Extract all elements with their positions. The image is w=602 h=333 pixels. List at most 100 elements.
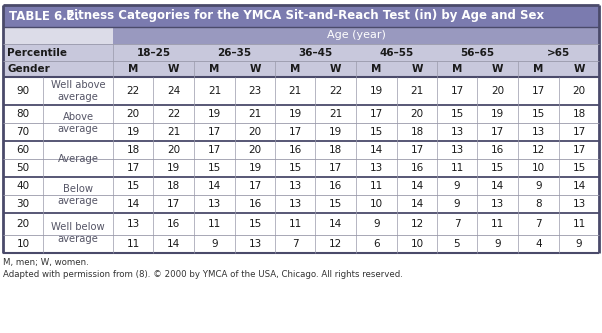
- Text: 9: 9: [494, 239, 501, 249]
- Text: 13: 13: [288, 199, 302, 209]
- Bar: [3, 77, 599, 105]
- Text: 22: 22: [126, 86, 140, 96]
- Text: M: M: [371, 64, 382, 74]
- Text: W: W: [330, 64, 341, 74]
- Text: 17: 17: [208, 145, 221, 155]
- Text: 15: 15: [491, 163, 504, 173]
- Text: 20: 20: [126, 109, 140, 119]
- Text: 10: 10: [532, 163, 545, 173]
- Bar: [3, 61, 599, 77]
- Text: 11: 11: [126, 239, 140, 249]
- Bar: [3, 235, 599, 253]
- Text: 18–25: 18–25: [137, 48, 170, 58]
- Text: Gender: Gender: [7, 64, 50, 74]
- Text: 15: 15: [208, 163, 221, 173]
- Text: 18: 18: [167, 181, 180, 191]
- Text: 12: 12: [532, 145, 545, 155]
- Text: 20: 20: [249, 145, 261, 155]
- Text: 19: 19: [249, 163, 262, 173]
- Text: 6: 6: [373, 239, 380, 249]
- Text: 9: 9: [454, 181, 461, 191]
- Text: 70: 70: [16, 127, 29, 137]
- Text: 14: 14: [329, 219, 342, 229]
- Text: 36–45: 36–45: [299, 48, 333, 58]
- Text: 7: 7: [454, 219, 461, 229]
- Text: 40: 40: [16, 181, 29, 191]
- Text: 9: 9: [576, 239, 582, 249]
- Text: 19: 19: [491, 109, 504, 119]
- Bar: [3, 159, 599, 177]
- Text: 11: 11: [450, 163, 464, 173]
- Text: M: M: [452, 64, 462, 74]
- Text: 9: 9: [373, 219, 380, 229]
- Text: 17: 17: [450, 86, 464, 96]
- Text: 21: 21: [329, 109, 342, 119]
- Text: 18: 18: [126, 145, 140, 155]
- Text: 15: 15: [450, 109, 464, 119]
- Text: Age (year): Age (year): [326, 31, 385, 41]
- Text: 30: 30: [16, 199, 29, 209]
- Text: 20: 20: [249, 127, 261, 137]
- Text: 12: 12: [329, 239, 342, 249]
- Text: 23: 23: [249, 86, 262, 96]
- Text: 16: 16: [249, 199, 262, 209]
- Text: 19: 19: [370, 86, 383, 96]
- Text: >65: >65: [547, 48, 570, 58]
- Text: 11: 11: [491, 219, 504, 229]
- Text: Fitness Categories for the YMCA Sit-and-Reach Test (in) by Age and Sex: Fitness Categories for the YMCA Sit-and-…: [62, 10, 544, 23]
- Text: 17: 17: [573, 127, 586, 137]
- Text: 14: 14: [411, 181, 424, 191]
- Text: 13: 13: [126, 219, 140, 229]
- Text: 18: 18: [411, 127, 424, 137]
- Text: Above
average: Above average: [58, 112, 99, 134]
- Text: 17: 17: [208, 127, 221, 137]
- Text: 10: 10: [16, 239, 29, 249]
- Text: 16: 16: [329, 181, 342, 191]
- Text: 80: 80: [16, 109, 29, 119]
- Text: 17: 17: [126, 163, 140, 173]
- Text: 9: 9: [211, 239, 218, 249]
- Text: TABLE 6.2.: TABLE 6.2.: [9, 10, 79, 23]
- Bar: [113, 27, 599, 44]
- Text: 56–65: 56–65: [461, 48, 495, 58]
- Text: 15: 15: [370, 127, 383, 137]
- Bar: [3, 213, 599, 235]
- Text: M: M: [290, 64, 300, 74]
- Text: 12: 12: [411, 219, 424, 229]
- Text: 19: 19: [288, 109, 302, 119]
- Text: W: W: [411, 64, 423, 74]
- Text: Well below
average: Well below average: [51, 222, 105, 244]
- Text: 16: 16: [491, 145, 504, 155]
- Text: 17: 17: [411, 145, 424, 155]
- Text: 15: 15: [329, 199, 342, 209]
- Text: 16: 16: [411, 163, 424, 173]
- Text: 15: 15: [126, 181, 140, 191]
- Text: 13: 13: [450, 127, 464, 137]
- Text: 13: 13: [450, 145, 464, 155]
- Text: 16: 16: [288, 145, 302, 155]
- Bar: [3, 5, 599, 27]
- Text: Below
average: Below average: [58, 184, 99, 206]
- Bar: [3, 141, 599, 159]
- Text: 46–55: 46–55: [379, 48, 414, 58]
- Text: 11: 11: [288, 219, 302, 229]
- Bar: [3, 27, 113, 44]
- Text: 14: 14: [573, 181, 586, 191]
- Text: M: M: [533, 64, 544, 74]
- Text: 19: 19: [208, 109, 221, 119]
- Text: 19: 19: [329, 127, 342, 137]
- Bar: [3, 105, 599, 123]
- Text: 15: 15: [532, 109, 545, 119]
- Text: 13: 13: [573, 199, 586, 209]
- Text: 7: 7: [292, 239, 299, 249]
- Text: 9: 9: [535, 181, 542, 191]
- Text: 18: 18: [329, 145, 342, 155]
- Text: 21: 21: [288, 86, 302, 96]
- Text: 20: 20: [573, 86, 586, 96]
- Bar: [3, 44, 599, 61]
- Text: 14: 14: [167, 239, 180, 249]
- Text: 17: 17: [573, 145, 586, 155]
- Text: 11: 11: [573, 219, 586, 229]
- Text: 14: 14: [491, 181, 504, 191]
- Text: 13: 13: [370, 163, 383, 173]
